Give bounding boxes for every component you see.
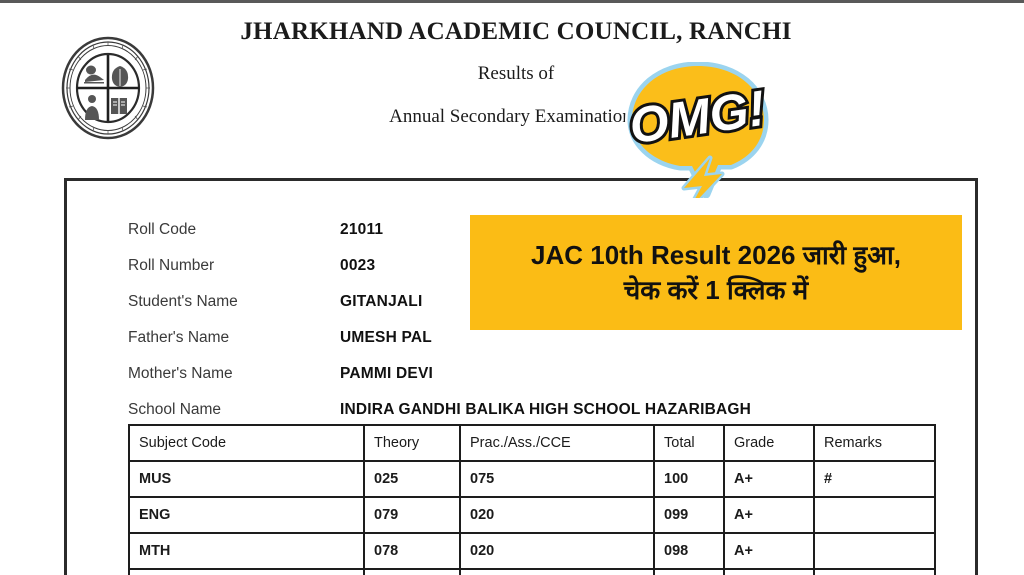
- cell-subject: MUS: [128, 460, 365, 498]
- column-header-remarks: Remarks: [813, 424, 936, 462]
- cell-subject: ENG: [128, 496, 365, 534]
- detail-label-father-name: Father's Name: [128, 329, 230, 346]
- detail-row-roll-number: Roll Number 0023: [128, 248, 948, 284]
- cell-grade: [723, 568, 815, 575]
- detail-label-student-name: Student's Name: [128, 293, 238, 310]
- detail-label-roll-code: Roll Code: [128, 221, 197, 238]
- cell-grade: A+: [723, 460, 815, 498]
- detail-value-roll-number: 0023: [340, 257, 376, 274]
- cell-remarks: #: [813, 460, 936, 498]
- cell-prac: [459, 568, 655, 575]
- cell-theory: 079: [363, 496, 461, 534]
- cell-remarks: [813, 532, 936, 570]
- column-header-grade: Grade: [723, 424, 815, 462]
- page-title: JHARKHAND ACADEMIC COUNCIL, RANCHI: [240, 18, 792, 45]
- table-row-partial: [128, 568, 936, 575]
- cell-total: 100: [653, 460, 725, 498]
- detail-row-mother-name: Mother's Name PAMMI DEVI: [128, 356, 948, 392]
- table-row: ENG 079 020 099 A+: [128, 496, 936, 534]
- detail-row-roll-code: Roll Code 21011: [128, 212, 948, 248]
- header-subtitle-results-of: Results of: [477, 63, 555, 84]
- detail-value-father-name: UMESH PAL: [340, 329, 432, 346]
- cell-total: [653, 568, 725, 575]
- top-rule: [0, 0, 1024, 3]
- promo-banner-line-1: JAC 10th Result 2026 जारी हुआ,: [531, 239, 901, 270]
- detail-row-school-name: School Name INDIRA GANDHI BALIKA HIGH SCH…: [128, 392, 948, 428]
- cell-total: 099: [653, 496, 725, 534]
- marks-table: Subject Code Theory Prac./Ass./CCE Total…: [128, 424, 936, 575]
- table-row: MUS 025 075 100 A+ #: [128, 460, 936, 498]
- detail-label-school-name: School Name: [128, 401, 222, 418]
- column-header-theory: Theory: [363, 424, 461, 462]
- cell-remarks: [813, 496, 936, 534]
- cell-theory: 025: [363, 460, 461, 498]
- detail-value-roll-code: 21011: [340, 221, 384, 238]
- column-header-subject-code: Subject Code: [128, 424, 365, 462]
- cell-theory: 078: [363, 532, 461, 570]
- promo-banner-line-2: चेक करें 1 क्लिक में: [623, 274, 809, 305]
- promo-banner[interactable]: JAC 10th Result 2026 जारी हुआ, चेक करें …: [470, 215, 962, 330]
- council-seal-icon: [60, 36, 156, 140]
- detail-row-student-name: Student's Name GITANJALI: [128, 284, 948, 320]
- cell-grade: A+: [723, 496, 815, 534]
- cell-total: 098: [653, 532, 725, 570]
- column-header-prac-ass-cce: Prac./Ass./CCE: [459, 424, 655, 462]
- cell-subject: MTH: [128, 532, 365, 570]
- cell-theory: [363, 568, 461, 575]
- student-details-section: Roll Code 21011 Roll Number 0023 Student's…: [128, 212, 948, 428]
- cell-prac: 075: [459, 460, 655, 498]
- table-header-row: Subject Code Theory Prac./Ass./CCE Total…: [128, 424, 936, 462]
- table-row: MTH 078 020 098 A+: [128, 532, 936, 570]
- column-header-total: Total: [653, 424, 725, 462]
- detail-value-school-name: INDIRA GANDHI BALIKA HIGH SCHOOL HAZARIB…: [340, 401, 752, 418]
- result-header: JHARKHAND ACADEMIC COUNCIL, RANCHI Resul…: [0, 0, 1024, 178]
- omg-sticker-icon: OMG!: [618, 62, 778, 198]
- cell-prac: 020: [459, 496, 655, 534]
- header-subtitle-exam-name: Annual Secondary Examination -: [389, 106, 643, 127]
- detail-label-mother-name: Mother's Name: [128, 365, 233, 382]
- cell-grade: A+: [723, 532, 815, 570]
- cell-remarks: [813, 568, 936, 575]
- cell-subject: [128, 568, 365, 575]
- detail-value-mother-name: PAMMI DEVI: [340, 365, 433, 382]
- detail-row-father-name: Father's Name UMESH PAL: [128, 320, 948, 356]
- detail-value-student-name: GITANJALI: [340, 293, 423, 310]
- detail-label-roll-number: Roll Number: [128, 257, 215, 274]
- cell-prac: 020: [459, 532, 655, 570]
